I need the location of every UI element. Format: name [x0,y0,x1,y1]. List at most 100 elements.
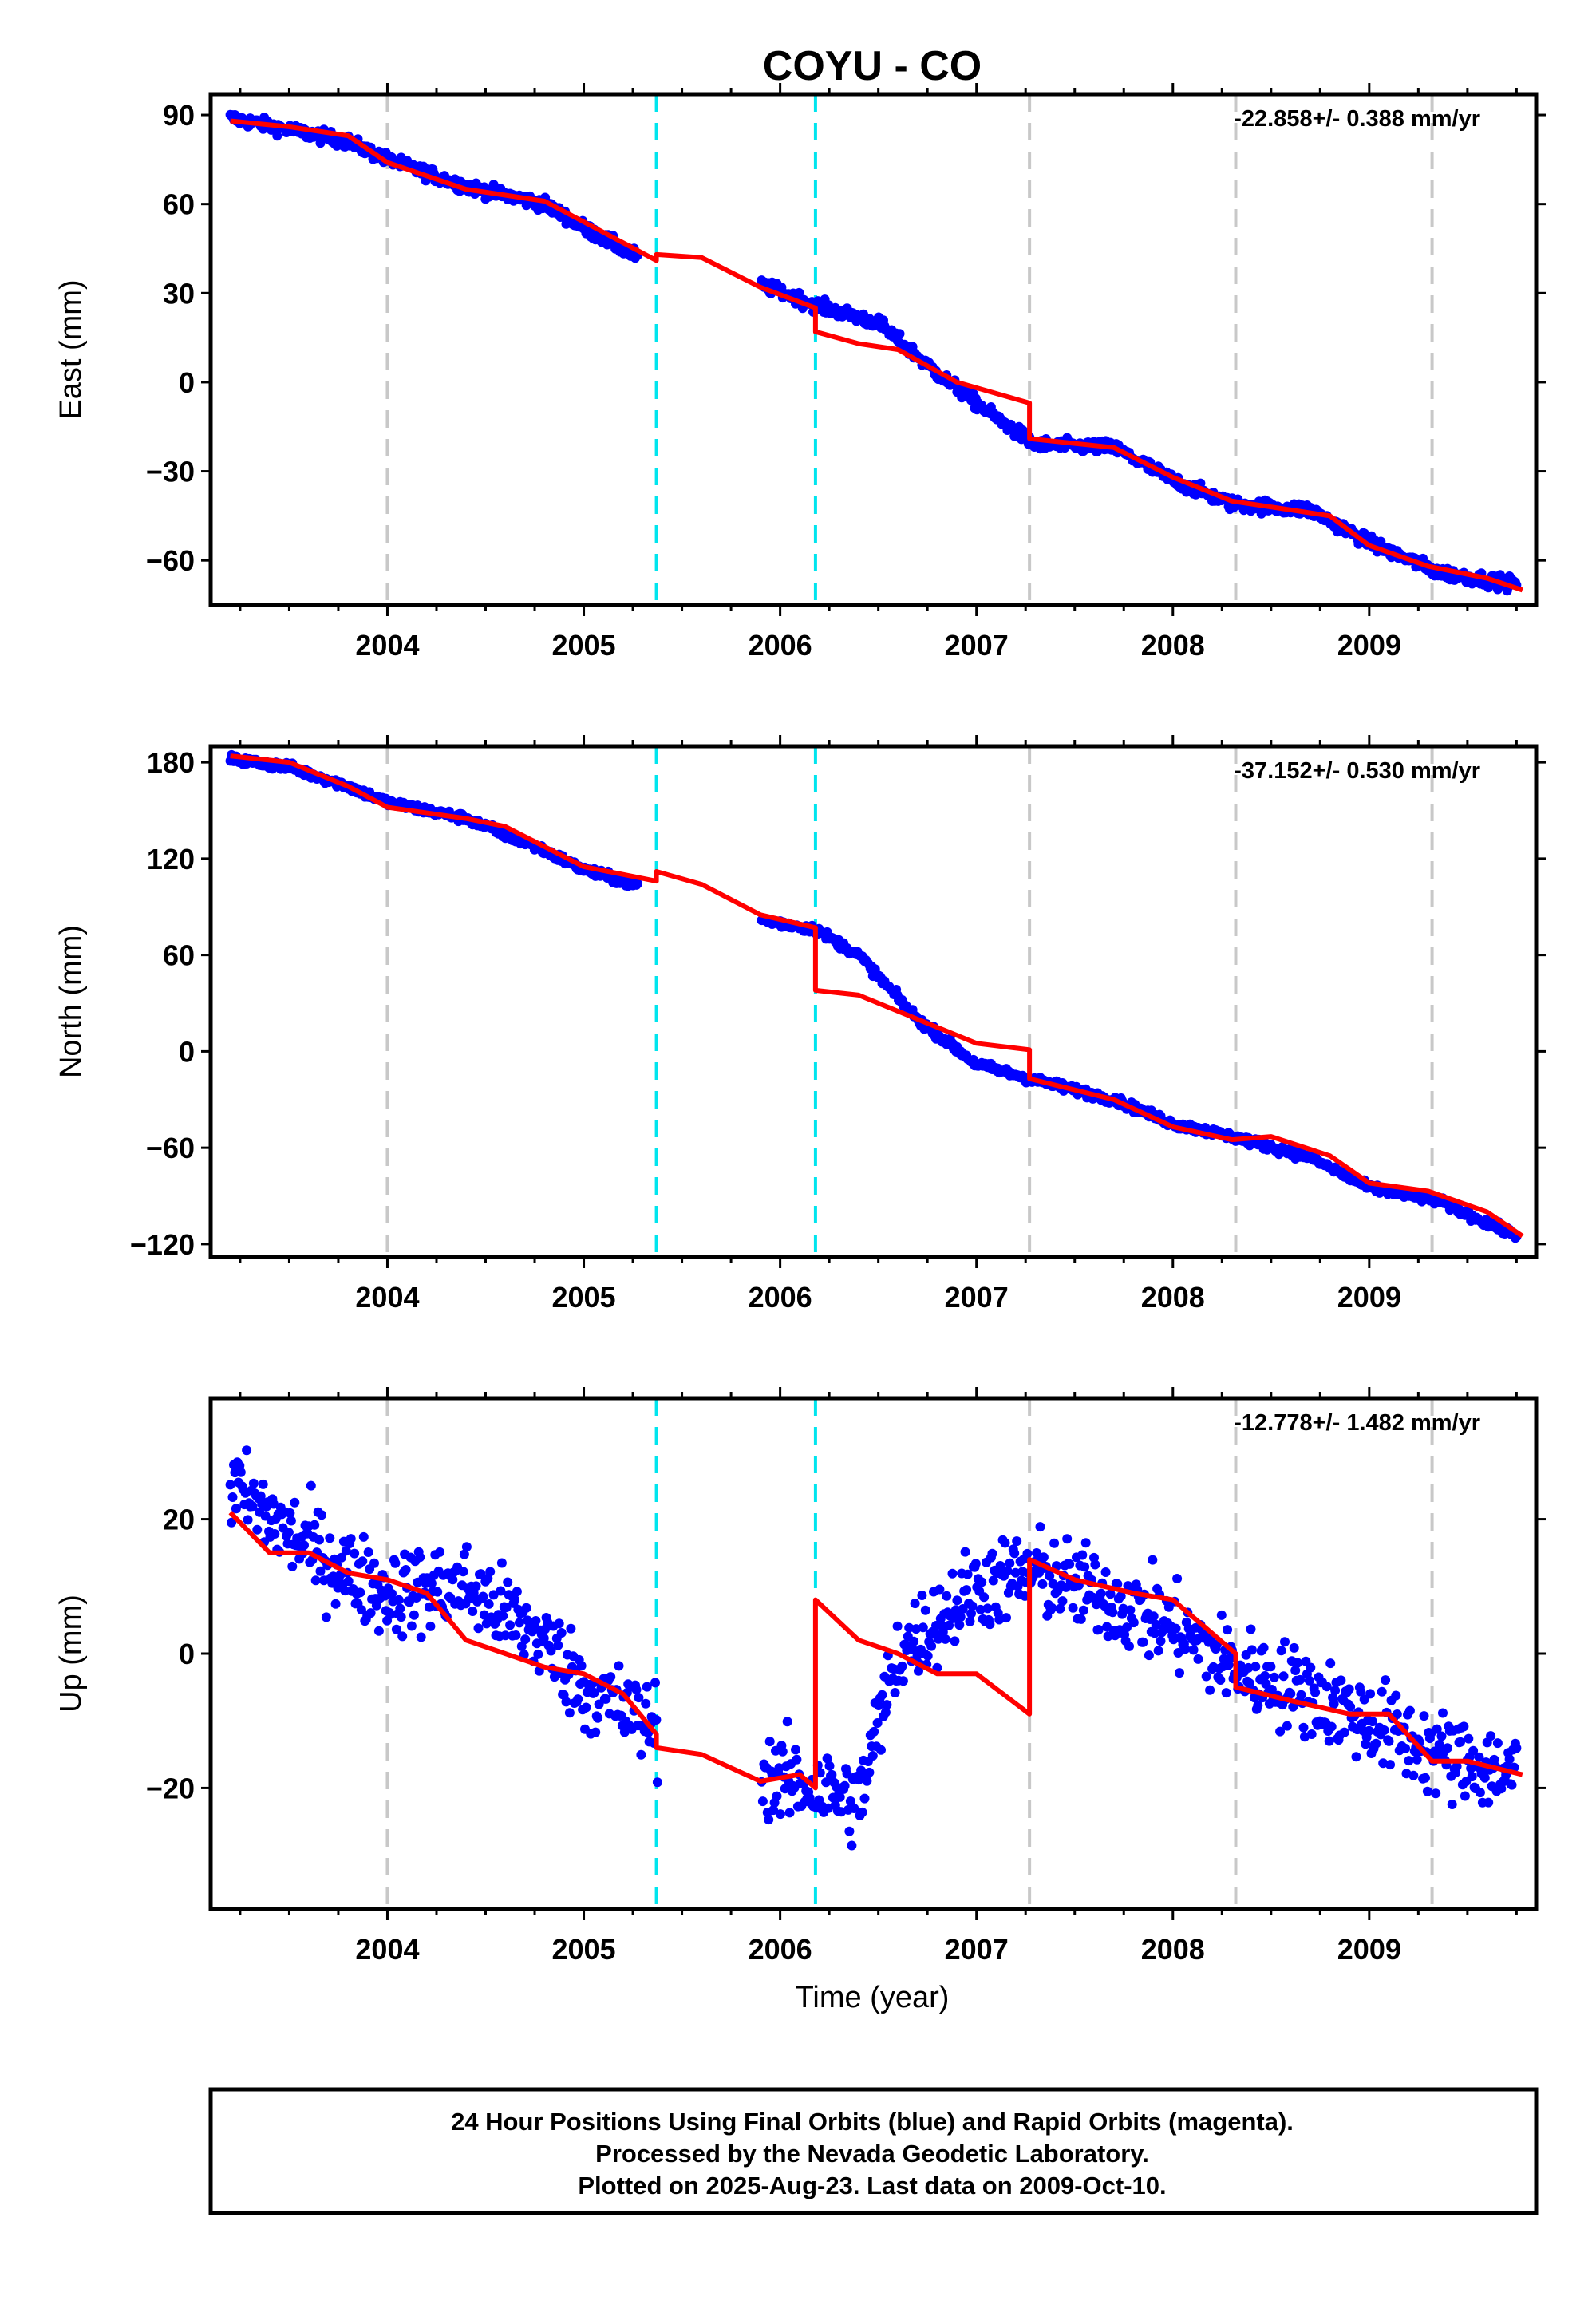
data-point [315,1566,326,1576]
data-point [287,1561,298,1571]
data-point [869,1726,879,1737]
data-point [306,1480,316,1491]
data-point [827,1769,837,1780]
data-point [1062,1534,1073,1544]
east-panel: 90 60 30 0 −30 −60 2004 2005 2006 2007 2008 2009 Eas… [54,83,1546,662]
data-point [1221,1688,1231,1698]
data-point [824,1761,835,1771]
data-point [1148,1555,1158,1565]
y-tick-label: 0 [179,366,195,399]
x-tick-label: 2004 [355,1281,419,1314]
data-point [1289,1642,1299,1653]
rate-annotation: -22.858+/- 0.388 mm/yr [1234,106,1480,132]
x-tick-label: 2009 [1337,629,1401,662]
data-point [962,1585,972,1595]
data-points [225,109,1522,596]
footer-line-1: 24 Hour Positions Using Final Orbits (bl… [451,2108,1294,2136]
data-point [791,1745,800,1755]
data-point [1153,1646,1163,1656]
data-point [777,1746,788,1757]
data-point [845,1796,855,1806]
y-axis-label: Up (mm) [54,1595,88,1713]
rate-annotation: -37.152+/- 0.530 mm/yr [1234,758,1480,784]
data-point [1326,1721,1337,1732]
data-point [1171,1623,1181,1634]
data-point [358,1531,369,1542]
data-point [1432,1724,1442,1734]
data-point [556,1628,567,1638]
data-point [880,1707,891,1717]
data-point [1306,1729,1317,1739]
data-point [601,1694,611,1704]
data-point [325,1533,335,1543]
y-tick-label: −20 [146,1772,195,1804]
data-point [336,1552,346,1563]
x-tick-label: 2007 [945,629,1009,662]
data-point [918,1622,928,1633]
data-point [247,1501,258,1512]
data-point [979,1592,990,1603]
data-point [642,1682,652,1692]
data-point [995,1561,1005,1571]
y-tick-label: 120 [147,843,195,875]
data-point [365,1608,376,1618]
data-point [757,1796,768,1807]
data-point [641,1698,651,1709]
data-point [784,1808,795,1818]
y-tick-label: 60 [163,939,195,972]
data-point [1150,1628,1160,1638]
data-point [503,1577,513,1587]
data-point [317,1510,326,1520]
x-tick-label: 2005 [551,1933,615,1966]
x-tick-label: 2005 [551,1281,615,1314]
data-point [633,879,642,889]
data-point [966,1608,976,1618]
data-point [581,1702,591,1713]
data-point [591,1727,601,1737]
data-point [872,1718,883,1728]
data-point [938,1626,948,1637]
data-point [977,1577,987,1587]
data-point [468,1607,478,1616]
data-point [1125,1605,1136,1615]
data-point [225,1480,235,1490]
data-point [1080,1538,1091,1548]
data-point [393,1595,404,1605]
data-point [1419,1711,1429,1721]
data-point [1205,1685,1215,1695]
data-point [514,1618,524,1628]
data-point [496,1586,506,1596]
data-point [258,1479,268,1489]
data-point [500,1630,511,1641]
data-point [1037,1579,1048,1589]
data-point [1280,1637,1290,1647]
data-point [1434,1740,1444,1749]
y-tick-label: 60 [163,188,195,221]
data-point [533,1649,543,1659]
data-point [1392,1709,1402,1719]
data-point [1246,1645,1257,1655]
data-point [1055,1603,1065,1614]
data-point [425,1621,436,1631]
data-point [286,1516,296,1526]
data-point [909,1636,919,1646]
data-point [882,1700,892,1710]
data-point [864,1767,875,1777]
data-point [1172,1574,1183,1583]
data-point [1049,1538,1060,1548]
data-point [1080,1562,1090,1572]
data-point [1359,1694,1369,1705]
x-tick-label: 2006 [749,1933,812,1966]
data-point [299,1540,309,1551]
data-point [459,1549,469,1559]
data-point [862,1776,872,1786]
data-point [1201,1671,1211,1682]
data-point [1005,1558,1015,1568]
data-point [426,1579,437,1588]
data-point [867,1751,878,1761]
data-point [448,1575,458,1585]
data-point [346,1534,356,1544]
data-point [1038,1552,1049,1563]
data-point [1057,1596,1068,1607]
data-point [321,1612,331,1622]
